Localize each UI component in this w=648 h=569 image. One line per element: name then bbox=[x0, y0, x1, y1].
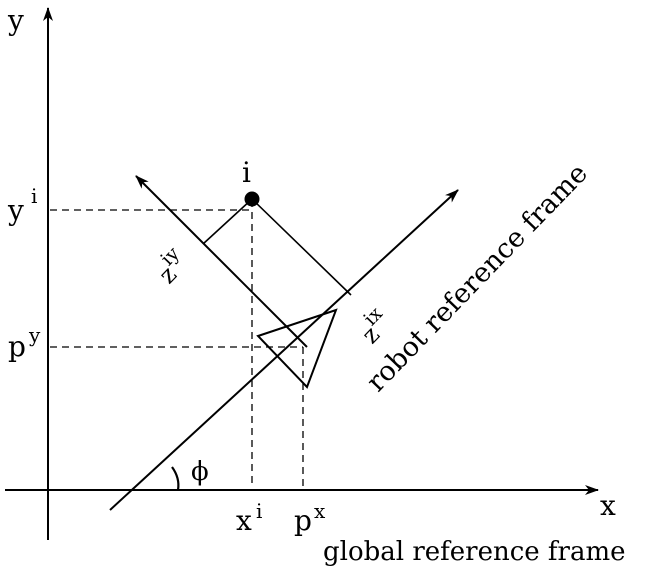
xi-label: x bbox=[236, 504, 252, 537]
point-i-label: i bbox=[242, 156, 251, 189]
px-label-sup: x bbox=[314, 499, 326, 523]
ziy-projection bbox=[202, 198, 253, 245]
px-label: p bbox=[294, 504, 312, 537]
y-axis-label: y bbox=[7, 4, 24, 37]
yi-label: y bbox=[7, 194, 24, 227]
py-label: p bbox=[8, 330, 26, 363]
robot-frame-label: robot reference frame bbox=[361, 158, 594, 398]
point-i bbox=[244, 191, 260, 207]
global-frame-label: global reference frame bbox=[323, 537, 626, 567]
robot-y-axis bbox=[135, 175, 308, 348]
xi-label-sup: i bbox=[256, 499, 262, 523]
x-axis-label: x bbox=[600, 489, 616, 522]
py-label-sup: y bbox=[28, 323, 41, 347]
robot-x-axis bbox=[109, 189, 459, 511]
angle-label: ϕ bbox=[191, 457, 209, 487]
yi-label-sup: i bbox=[31, 184, 37, 208]
angle-arc bbox=[171, 466, 180, 491]
robot-triangle bbox=[256, 308, 338, 389]
zix-projection bbox=[251, 198, 352, 296]
